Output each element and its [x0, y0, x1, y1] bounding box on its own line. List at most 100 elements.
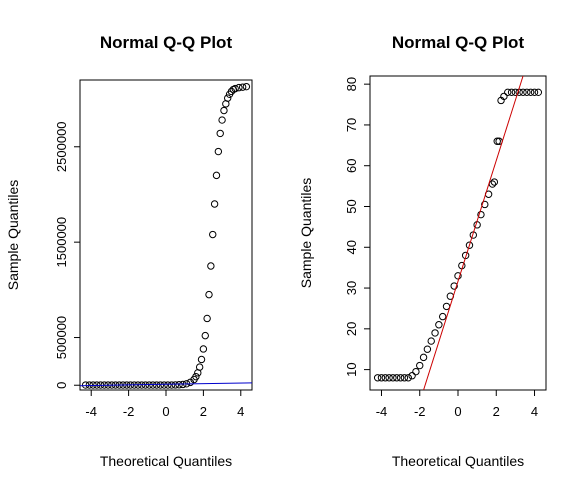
right-y-axis: 10 20 30 40 50 60 70 80: [344, 77, 370, 377]
qq-point: [209, 230, 217, 239]
y-tick-label: 2500000: [54, 121, 69, 172]
qq-point: [477, 210, 485, 219]
qq-point: [419, 353, 428, 362]
left-plot-title: Normal Q-Q Plot: [100, 33, 233, 52]
qq-point: [507, 88, 516, 97]
qq-point: [214, 147, 223, 156]
right-sample-points: [373, 88, 543, 382]
qq-point: [504, 88, 512, 97]
right-plot-frame: [369, 75, 547, 391]
x-tick-label: -4: [85, 404, 97, 419]
qq-point: [207, 262, 215, 270]
qq-point: [192, 372, 200, 381]
qq-point: [197, 355, 206, 364]
qq-point: [408, 372, 416, 380]
qq-point: [396, 374, 405, 382]
qq-point: [393, 374, 401, 382]
qq-point: [438, 312, 447, 321]
qq-point: [423, 345, 432, 353]
x-tick-label: 2: [200, 404, 207, 419]
qq-point: [526, 88, 535, 97]
qq-point: [481, 200, 489, 209]
qq-point: [218, 116, 226, 124]
qq-point: [389, 374, 397, 382]
qq-point: [175, 381, 183, 389]
qq-point: [205, 290, 213, 299]
qq-point: [149, 381, 157, 389]
qq-point: [454, 272, 462, 280]
qq-point: [160, 381, 168, 389]
y-tick-label: 20: [344, 322, 359, 336]
y-tick-label: 50: [344, 199, 359, 213]
qq-point: [493, 137, 501, 145]
qq-point: [210, 200, 219, 208]
qq-point: [511, 88, 520, 97]
left-x-axis-label: Theoretical Quantiles: [100, 453, 232, 469]
qq-point: [201, 331, 209, 340]
right-x-axis: -4 -2 0 2 4: [376, 390, 538, 419]
qq-point: [156, 381, 165, 389]
qq-point: [171, 381, 180, 389]
qq-point: [223, 94, 232, 102]
x-tick-label: -2: [123, 404, 135, 419]
y-tick-label: 60: [344, 158, 359, 172]
qq-point: [199, 345, 208, 353]
qq-point: [220, 106, 228, 115]
qq-point: [152, 381, 161, 389]
qq-point: [231, 84, 239, 93]
qq-point: [523, 88, 531, 97]
qq-point: [416, 361, 424, 370]
y-tick-label: 70: [344, 118, 359, 132]
x-tick-label: -4: [376, 404, 388, 419]
qq-point: [195, 363, 204, 371]
qq-point: [377, 374, 386, 382]
qq-point: [427, 337, 435, 345]
right-x-axis-label: Theoretical Quantiles: [392, 453, 524, 469]
x-tick-label: 2: [493, 404, 500, 419]
y-tick-label: 80: [344, 77, 359, 91]
qq-point: [530, 88, 539, 97]
left-plot-frame: [79, 79, 253, 391]
y-tick-label: 30: [344, 281, 359, 295]
qq-point: [238, 83, 247, 91]
qq-point: [167, 381, 176, 389]
x-tick-label: 0: [162, 404, 169, 419]
qq-point: [381, 374, 390, 382]
right-plot-title: Normal Q-Q Plot: [392, 33, 525, 52]
left-y-axis-label: Sample Quantiles: [5, 180, 21, 291]
qq-point: [81, 381, 90, 389]
y-tick-label: 1500000: [54, 217, 69, 268]
qq-point: [385, 374, 393, 382]
qq-point: [216, 129, 224, 138]
qq-point: [519, 88, 527, 97]
qq-point: [500, 92, 508, 101]
left-x-axis: -4 -2 0 2 4: [85, 390, 244, 419]
qq-point: [235, 83, 243, 92]
qq-point: [404, 374, 412, 382]
x-tick-label: 0: [454, 404, 461, 419]
qq-point: [534, 88, 543, 97]
qq-point: [450, 282, 458, 290]
qq-point: [412, 367, 420, 376]
qq-point: [373, 374, 382, 382]
left-qq-panel: Normal Q-Q Plot Theoretical Quantiles Sa…: [5, 33, 253, 469]
qq-point: [465, 241, 474, 249]
x-tick-label: -2: [414, 404, 426, 419]
qq-point: [435, 321, 443, 329]
x-tick-label: 4: [237, 404, 244, 419]
right-y-axis-label: Sample Quantiles: [298, 178, 314, 289]
qq-point: [400, 374, 409, 382]
y-tick-label: 0: [54, 382, 69, 389]
qq-point: [164, 381, 172, 389]
qq-point: [490, 178, 499, 186]
qq-point: [431, 329, 439, 337]
left-qq-reference-line: [79, 382, 253, 387]
left-y-axis: 0 500000 1500000 2500000: [54, 121, 80, 389]
qq-point: [212, 171, 221, 180]
qq-point: [203, 314, 211, 323]
left-sample-points: [81, 82, 251, 389]
right-qq-panel: Normal Q-Q Plot Theoretical Quantiles Sa…: [298, 33, 547, 469]
qq-point: [442, 302, 451, 311]
y-tick-label: 10: [344, 362, 359, 376]
